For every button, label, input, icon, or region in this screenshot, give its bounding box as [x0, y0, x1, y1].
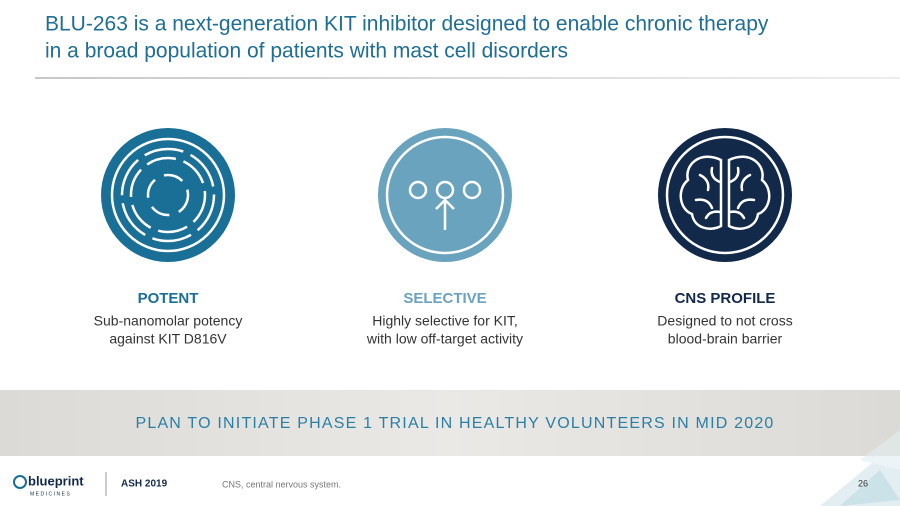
- logo: blueprint: [28, 473, 84, 488]
- feature-heading: CNS PROFILE: [675, 290, 776, 307]
- globe-decoration: [820, 430, 900, 506]
- meeting: ASH 2019: [121, 479, 168, 490]
- feature-heading: POTENT: [138, 290, 199, 307]
- icon-cns: [658, 128, 792, 262]
- banner-text: PLAN TO INITIATE PHASE 1 TRIAL IN HEALTH…: [135, 415, 774, 432]
- feature-text: Designed to not cross: [657, 313, 792, 329]
- icon-selective: [378, 128, 512, 262]
- feature-text: with low off-target activity: [366, 331, 523, 347]
- title-line: in a broad population of patients with m…: [45, 40, 568, 63]
- footer: blueprint MEDICINES ASH 2019 CNS, centra…: [13, 472, 868, 497]
- icon-potent: [101, 128, 235, 262]
- feature-text: blood-brain barrier: [668, 331, 783, 347]
- feature-text: against KIT D816V: [109, 331, 227, 347]
- title-line: BLU-263 is a next-generation KIT inhibit…: [45, 13, 769, 36]
- logo-sub: MEDICINES: [30, 491, 71, 497]
- page-number: 26: [858, 478, 868, 488]
- features: POTENT Sub-nanomolar potency against KIT…: [94, 290, 793, 347]
- banner-band: [0, 390, 900, 456]
- footnote: CNS, central nervous system.: [222, 479, 341, 489]
- feature-text: Sub-nanomolar potency: [94, 313, 243, 329]
- feature-heading: SELECTIVE: [403, 290, 486, 307]
- title: BLU-263 is a next-generation KIT inhibit…: [45, 13, 769, 63]
- feature-text: Highly selective for KIT,: [372, 313, 518, 329]
- rule: [35, 77, 900, 79]
- logo-mark: [13, 475, 27, 489]
